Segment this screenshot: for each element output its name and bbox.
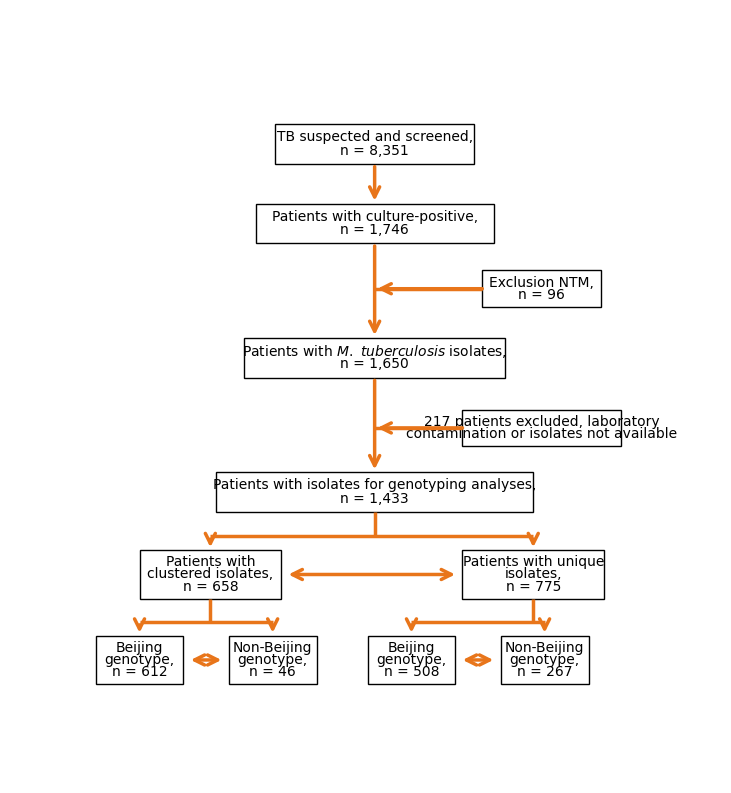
FancyBboxPatch shape [276, 125, 474, 164]
Text: n = 96: n = 96 [518, 288, 565, 302]
Text: Non-Beijing: Non-Beijing [233, 641, 312, 655]
Text: n = 508: n = 508 [384, 665, 439, 679]
Text: Patients with culture-positive,: Patients with culture-positive, [272, 210, 477, 224]
Text: n = 1,746: n = 1,746 [340, 223, 409, 237]
Text: n = 46: n = 46 [249, 665, 296, 679]
Text: n = 775: n = 775 [506, 580, 561, 594]
Text: n = 1,433: n = 1,433 [341, 492, 409, 506]
FancyBboxPatch shape [501, 635, 588, 684]
Text: genotype,: genotype, [510, 653, 580, 667]
FancyBboxPatch shape [463, 550, 604, 599]
Text: genotype,: genotype, [105, 653, 175, 667]
Text: n = 267: n = 267 [517, 665, 572, 679]
FancyBboxPatch shape [256, 204, 493, 243]
Text: Exclusion NTM,: Exclusion NTM, [489, 276, 594, 289]
FancyBboxPatch shape [368, 635, 455, 684]
FancyBboxPatch shape [216, 472, 534, 512]
Text: Patients with unique: Patients with unique [463, 555, 604, 569]
FancyBboxPatch shape [482, 270, 601, 307]
Text: 217 patients excluded, laboratory: 217 patients excluded, laboratory [424, 415, 659, 429]
Text: Patients with isolates for genotyping analyses,: Patients with isolates for genotyping an… [213, 478, 537, 492]
Text: Patients with: Patients with [166, 555, 255, 569]
Text: TB suspected and screened,: TB suspected and screened, [276, 130, 473, 144]
Text: Beijing: Beijing [115, 641, 163, 655]
Text: n = 658: n = 658 [183, 580, 238, 594]
Text: n = 612: n = 612 [112, 665, 167, 679]
Text: genotype,: genotype, [376, 653, 447, 667]
Text: contamination or isolates not available: contamination or isolates not available [406, 427, 678, 441]
FancyBboxPatch shape [244, 338, 505, 377]
FancyBboxPatch shape [96, 635, 183, 684]
Text: n = 1,650: n = 1,650 [340, 358, 409, 371]
Text: n = 8,351: n = 8,351 [340, 144, 409, 158]
FancyBboxPatch shape [463, 410, 621, 446]
FancyBboxPatch shape [229, 635, 317, 684]
Text: Beijing: Beijing [387, 641, 435, 655]
Text: Non-Beijing: Non-Beijing [505, 641, 584, 655]
Text: isolates,: isolates, [504, 568, 562, 581]
Text: genotype,: genotype, [238, 653, 308, 667]
Text: clustered isolates,: clustered isolates, [147, 568, 273, 581]
Text: Patients with $\it{M.\ tuberculosis}$ isolates,: Patients with $\it{M.\ tuberculosis}$ is… [242, 343, 507, 359]
FancyBboxPatch shape [140, 550, 281, 599]
